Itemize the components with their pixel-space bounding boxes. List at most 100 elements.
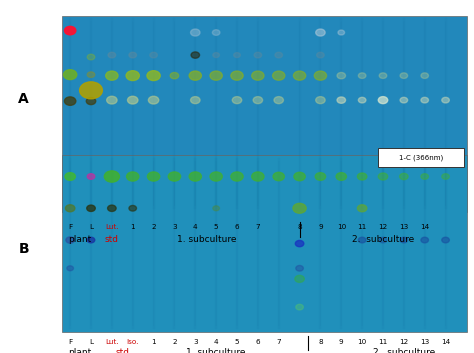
Circle shape [337, 97, 346, 103]
Circle shape [293, 71, 306, 80]
Circle shape [296, 265, 303, 271]
Text: 2: 2 [172, 339, 177, 345]
Circle shape [400, 73, 408, 78]
Circle shape [421, 97, 428, 103]
Text: plant: plant [68, 235, 91, 244]
Circle shape [357, 205, 367, 212]
Circle shape [400, 97, 408, 103]
Circle shape [379, 237, 387, 243]
Circle shape [400, 173, 408, 180]
Text: 11: 11 [378, 339, 388, 345]
Circle shape [336, 173, 346, 180]
Circle shape [338, 30, 345, 35]
Text: 2.  subculture: 2. subculture [373, 348, 435, 353]
Text: L: L [89, 224, 93, 230]
Circle shape [64, 26, 76, 35]
Circle shape [170, 72, 179, 79]
Text: plant: plant [68, 348, 91, 353]
Circle shape [316, 29, 325, 36]
Text: 6: 6 [255, 339, 260, 345]
Bar [62, 155, 467, 332]
Circle shape [129, 205, 137, 211]
Text: 14: 14 [420, 224, 429, 230]
Text: 10: 10 [357, 339, 367, 345]
Circle shape [295, 240, 304, 247]
Text: 2.  subculture: 2. subculture [352, 235, 414, 244]
Text: std: std [115, 348, 129, 353]
Circle shape [421, 73, 428, 78]
Circle shape [150, 52, 157, 58]
Circle shape [274, 97, 283, 104]
Circle shape [273, 71, 285, 80]
Text: 8: 8 [318, 339, 323, 345]
Circle shape [64, 70, 77, 79]
Circle shape [106, 71, 118, 80]
Text: 7: 7 [276, 339, 281, 345]
Text: 4: 4 [193, 224, 198, 230]
Circle shape [147, 172, 160, 181]
Circle shape [210, 71, 222, 80]
Text: B: B [18, 242, 29, 256]
Circle shape [379, 73, 387, 78]
Circle shape [80, 82, 102, 99]
Text: 9: 9 [339, 339, 344, 345]
Circle shape [358, 73, 366, 78]
Circle shape [400, 237, 408, 243]
Bar [62, 16, 467, 212]
Circle shape [253, 97, 263, 104]
Circle shape [87, 72, 95, 77]
Text: 3: 3 [172, 224, 177, 230]
Text: 1-C (366nm): 1-C (366nm) [399, 154, 443, 161]
Circle shape [231, 71, 243, 80]
Text: 10: 10 [337, 224, 346, 230]
Text: 5: 5 [214, 224, 219, 230]
Circle shape [64, 97, 76, 105]
Text: 12: 12 [399, 339, 409, 345]
Circle shape [148, 96, 159, 104]
Text: 3: 3 [193, 339, 198, 345]
Circle shape [108, 205, 116, 211]
Text: 14: 14 [441, 339, 450, 345]
Text: F: F [68, 224, 72, 230]
Circle shape [107, 96, 117, 104]
Text: Lut.: Lut. [105, 339, 118, 345]
Circle shape [442, 237, 449, 243]
Text: 4: 4 [214, 339, 219, 345]
Circle shape [168, 172, 181, 181]
Circle shape [129, 52, 137, 58]
Circle shape [315, 173, 326, 180]
Circle shape [65, 205, 75, 212]
Circle shape [128, 96, 138, 104]
Circle shape [67, 266, 73, 271]
Circle shape [294, 172, 305, 181]
Circle shape [231, 172, 243, 181]
Circle shape [252, 172, 264, 181]
Circle shape [126, 71, 139, 80]
Circle shape [87, 54, 95, 60]
Text: 7: 7 [255, 224, 260, 230]
Text: 12: 12 [378, 224, 388, 230]
FancyBboxPatch shape [378, 148, 464, 167]
Circle shape [337, 72, 346, 79]
Circle shape [191, 97, 200, 104]
Circle shape [378, 97, 388, 104]
Circle shape [213, 206, 219, 211]
Text: 9: 9 [318, 224, 323, 230]
Circle shape [87, 237, 95, 243]
Circle shape [421, 174, 428, 179]
Circle shape [189, 71, 201, 80]
Circle shape [295, 275, 304, 282]
Circle shape [317, 52, 324, 58]
Circle shape [87, 205, 95, 211]
Text: 1: 1 [151, 339, 156, 345]
Text: 13: 13 [420, 339, 429, 345]
Text: 8: 8 [297, 224, 302, 230]
Circle shape [234, 53, 240, 58]
Text: 2: 2 [151, 224, 156, 230]
Text: std: std [105, 235, 119, 244]
Text: 1. subculture: 1. subculture [177, 235, 237, 244]
Text: 5: 5 [235, 339, 239, 345]
Text: Iso.: Iso. [127, 339, 139, 345]
Circle shape [442, 174, 449, 179]
Circle shape [358, 237, 366, 243]
